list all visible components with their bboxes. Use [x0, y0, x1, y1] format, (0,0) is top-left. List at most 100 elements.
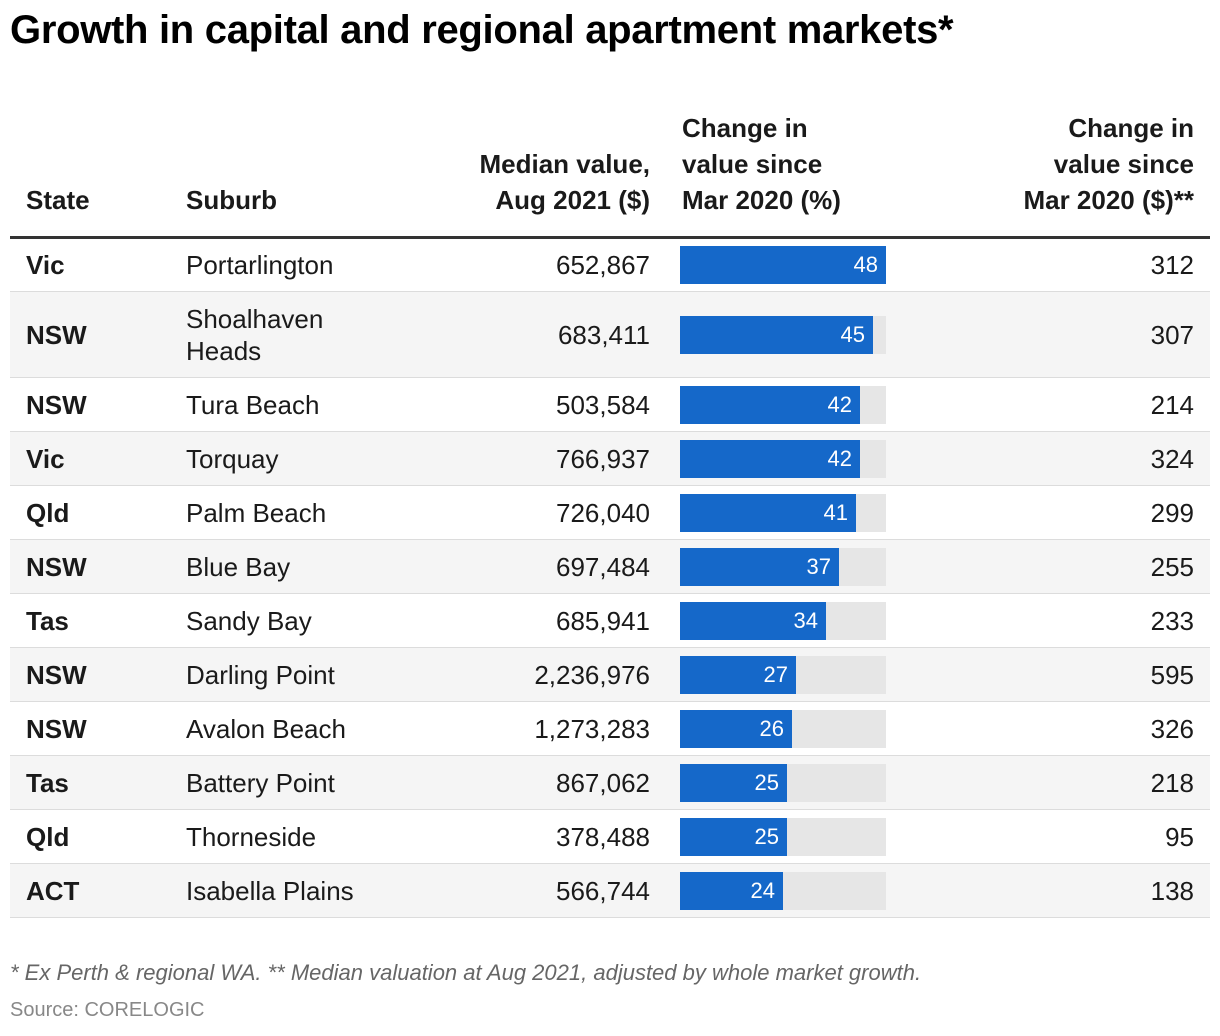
change-dollar-cell: 324 [966, 431, 1210, 486]
state-cell: NSW [10, 291, 170, 378]
bar-value-label: 27 [763, 661, 788, 687]
table-row: NSW Darling Point 2,236,976 27 595 [10, 647, 1210, 702]
bar-fill [680, 385, 860, 424]
change-percent-cell: 42 [666, 377, 966, 432]
bar-value-label: 41 [823, 499, 848, 525]
suburb-cell: Tura Beach [170, 377, 430, 432]
suburb-cell: Darling Point [170, 647, 430, 702]
change-dollar-cell: 595 [966, 647, 1210, 702]
median-value-cell: 766,937 [430, 431, 666, 486]
header-state[interactable]: State [10, 110, 170, 239]
header-suburb[interactable]: Suburb [170, 110, 430, 239]
change-percent-cell: 42 [666, 431, 966, 486]
header-row: State Suburb Median value, Aug 2021 ($) … [10, 110, 1210, 239]
bar-value-label: 26 [759, 715, 784, 741]
change-percent-cell: 34 [666, 593, 966, 648]
bar-value-label: 34 [793, 607, 818, 633]
bar-track: 45 [680, 315, 886, 354]
suburb-cell: Shoalhaven Heads [170, 291, 430, 378]
suburb-cell: Torquay [170, 431, 430, 486]
footnote: * Ex Perth & regional WA. ** Median valu… [10, 960, 922, 985]
bar-value-label: 42 [827, 391, 852, 417]
table-row: NSW Avalon Beach 1,273,283 26 326 [10, 701, 1210, 756]
table-row: Tas Battery Point 867,062 25 218 [10, 755, 1210, 810]
table-row: Vic Torquay 766,937 42 324 [10, 431, 1210, 486]
bar-fill [680, 763, 787, 802]
change-percent-cell: 26 [666, 701, 966, 756]
median-value-cell: 685,941 [430, 593, 666, 648]
median-value-cell: 2,236,976 [430, 647, 666, 702]
table-body: Vic Portarlington 652,867 48 312 NSW Shoalhave… [10, 237, 1210, 918]
median-value-cell: 726,040 [430, 485, 666, 540]
bar-track: 25 [680, 817, 886, 856]
bar-value-label: 24 [750, 877, 775, 903]
change-dollar-cell: 233 [966, 593, 1210, 648]
suburb-cell: Sandy Bay [170, 593, 430, 648]
table-row: Qld Palm Beach 726,040 41 299 [10, 485, 1210, 540]
change-dollar-cell: 255 [966, 539, 1210, 594]
median-value-cell: 697,484 [430, 539, 666, 594]
bar-value-label: 25 [754, 769, 779, 795]
change-dollar-cell: 299 [966, 485, 1210, 540]
suburb-cell: Avalon Beach [170, 701, 430, 756]
suburb-cell: Palm Beach [170, 485, 430, 540]
source-note: Source: CORELOGIC [10, 999, 205, 1021]
table-row: ACT Isabella Plains 566,744 24 138 [10, 863, 1210, 918]
bar-track: 25 [680, 763, 886, 802]
median-value-cell: 378,488 [430, 809, 666, 864]
bar-fill [680, 817, 787, 856]
state-cell: Tas [10, 755, 170, 810]
state-cell: NSW [10, 377, 170, 432]
bar-fill [680, 315, 873, 354]
bar-fill [680, 439, 860, 478]
change-dollar-cell: 138 [966, 863, 1210, 918]
header-median-value[interactable]: Median value, Aug 2021 ($) [430, 110, 666, 239]
bar-value-label: 45 [840, 321, 865, 347]
bar-value-label: 25 [754, 823, 779, 849]
table-row: NSW Tura Beach 503,584 42 214 [10, 377, 1210, 432]
change-percent-cell: 27 [666, 647, 966, 702]
table-row: Vic Portarlington 652,867 48 312 [10, 237, 1210, 292]
bar-track: 48 [680, 246, 886, 284]
header-change-percent[interactable]: Change in value since Mar 2020 (%) [666, 110, 966, 239]
change-dollar-cell: 214 [966, 377, 1210, 432]
change-dollar-cell: 312 [966, 237, 1210, 292]
chart-title: Growth in capital and regional apartment… [10, 8, 954, 52]
change-dollar-cell: 218 [966, 755, 1210, 810]
median-value-cell: 566,744 [430, 863, 666, 918]
suburb-cell: Isabella Plains [170, 863, 430, 918]
suburb-cell: Blue Bay [170, 539, 430, 594]
change-percent-cell: 48 [666, 237, 966, 292]
change-dollar-cell: 326 [966, 701, 1210, 756]
bar-fill [680, 547, 839, 586]
bar-track: 42 [680, 439, 886, 478]
bar-track: 27 [680, 655, 886, 694]
data-table: State Suburb Median value, Aug 2021 ($) … [10, 110, 1210, 918]
state-cell: Tas [10, 593, 170, 648]
bar-track: 24 [680, 871, 886, 910]
table-row: NSW Blue Bay 697,484 37 255 [10, 539, 1210, 594]
table-row: Qld Thorneside 378,488 25 95 [10, 809, 1210, 864]
change-percent-cell: 37 [666, 539, 966, 594]
median-value-cell: 683,411 [430, 291, 666, 378]
state-cell: NSW [10, 701, 170, 756]
bar-fill [680, 655, 796, 694]
change-percent-cell: 45 [666, 291, 966, 378]
bar-track: 42 [680, 385, 886, 424]
bar-fill [680, 601, 826, 640]
state-cell: Qld [10, 485, 170, 540]
header-change-dollar[interactable]: Change in value since Mar 2020 ($)** [966, 110, 1210, 239]
table-row: Tas Sandy Bay 685,941 34 233 [10, 593, 1210, 648]
bar-fill [680, 709, 792, 748]
suburb-cell: Battery Point [170, 755, 430, 810]
table-row: NSW Shoalhaven Heads 683,411 45 307 [10, 291, 1210, 378]
median-value-cell: 867,062 [430, 755, 666, 810]
state-cell: ACT [10, 863, 170, 918]
change-dollar-cell: 307 [966, 291, 1210, 378]
state-cell: NSW [10, 647, 170, 702]
change-percent-cell: 25 [666, 809, 966, 864]
bar-track: 37 [680, 547, 886, 586]
median-value-cell: 503,584 [430, 377, 666, 432]
bar-track: 41 [680, 493, 886, 532]
bar-value-label: 42 [827, 445, 852, 471]
